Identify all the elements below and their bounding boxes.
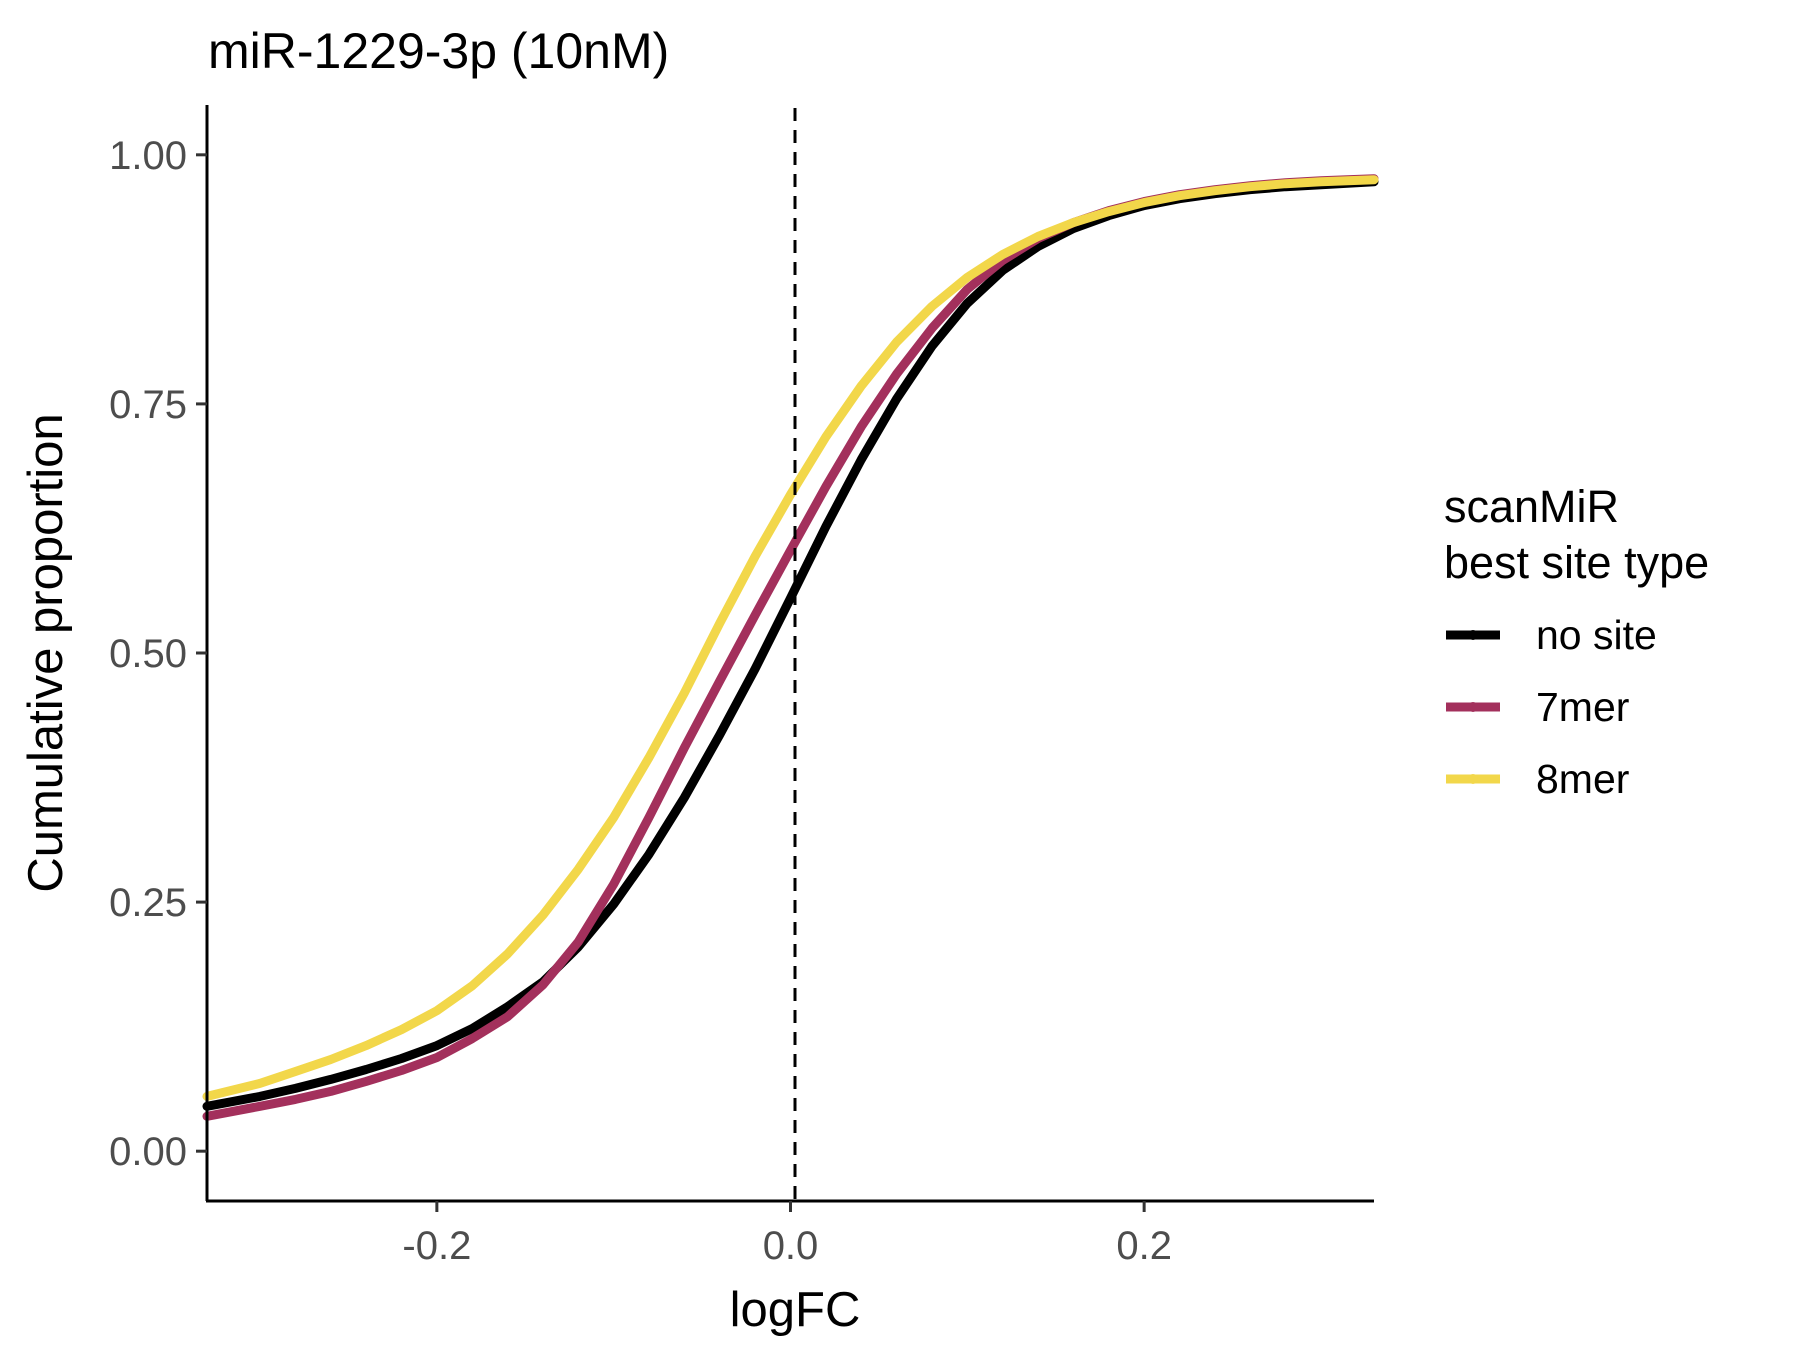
legend-label: 8mer — [1536, 756, 1629, 802]
legend-key-point — [1468, 630, 1478, 640]
chart-title: miR-1229-3p (10nM) — [208, 23, 669, 79]
legend-label: 7mer — [1536, 684, 1629, 730]
series-line-7mer — [202, 174, 1379, 1121]
legend-items: no site 7mer 8mer — [1446, 612, 1657, 802]
legend-title-line-2: best site type — [1444, 537, 1709, 588]
y-axis-ticks: 0.00 0.25 0.50 0.75 1.00 — [109, 134, 207, 1174]
y-tick-label: 1.00 — [109, 134, 187, 178]
series-layer — [202, 174, 1379, 1121]
x-tick-label: 0.0 — [763, 1224, 819, 1268]
legend-title-line-1: scanMiR — [1444, 481, 1619, 532]
y-tick-label: 0.75 — [109, 383, 187, 427]
series-line-8mer — [202, 175, 1379, 1101]
legend: scanMiR best site type no site 7mer 8mer — [1444, 481, 1709, 802]
y-axis-label: Cumulative proportion — [19, 413, 73, 892]
legend-key-point — [1468, 702, 1478, 712]
x-tick-label: -0.2 — [402, 1224, 471, 1268]
series-line-no-site — [202, 177, 1379, 1111]
x-axis-label: logFC — [730, 1283, 861, 1337]
legend-key-point — [1468, 774, 1478, 784]
y-tick-label: 0.50 — [109, 632, 187, 676]
y-tick-label: 0.00 — [109, 1130, 187, 1174]
x-axis-ticks: -0.2 0.0 0.2 — [402, 1201, 1172, 1268]
legend-label: no site — [1536, 612, 1657, 658]
x-tick-label: 0.2 — [1116, 1224, 1172, 1268]
y-tick-label: 0.25 — [109, 881, 187, 925]
